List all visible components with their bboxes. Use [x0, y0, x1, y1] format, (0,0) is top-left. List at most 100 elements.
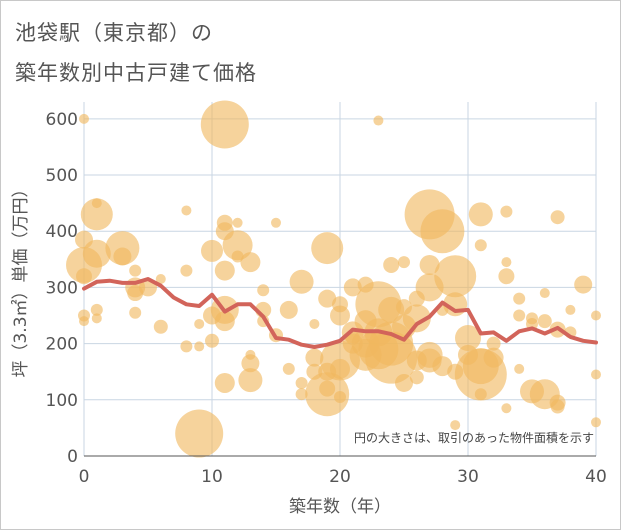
bubble: [591, 417, 601, 428]
chart-title-line2: 築年数別中古戸建て価格: [15, 61, 257, 85]
bubble: [271, 217, 281, 228]
x-tick-label: 40: [585, 467, 607, 487]
bubble: [181, 205, 192, 216]
bubble: [486, 336, 501, 351]
bubble: [82, 239, 111, 268]
bubble: [200, 100, 249, 149]
bubble: [550, 399, 565, 414]
y-tick-label: 500: [46, 166, 78, 186]
bubble: [419, 254, 440, 275]
bubble: [513, 292, 526, 305]
bubble: [539, 288, 550, 299]
bubble: [526, 317, 538, 330]
bubbles: [66, 100, 601, 458]
y-tick-label: 600: [46, 110, 78, 130]
bubble: [474, 239, 487, 252]
bubble: [395, 373, 413, 392]
bubble: [334, 391, 346, 403]
bubble: [231, 250, 244, 263]
y-tick-label: 100: [46, 391, 78, 411]
bubble: [373, 115, 384, 126]
bubble: [514, 363, 525, 374]
bubble: [565, 304, 576, 315]
bubble: [257, 284, 270, 297]
bubble: [282, 362, 295, 375]
bubble: [501, 257, 512, 268]
x-tick-label: 20: [329, 467, 351, 487]
bubble-size-note: 円の大きさは、取引のあった物件面積を示す: [354, 430, 594, 445]
bubble: [305, 348, 324, 367]
chart-title-line1: 池袋駅（東京都）の: [15, 21, 213, 45]
bubble: [76, 268, 92, 285]
bubble: [180, 264, 193, 277]
bubble: [398, 256, 410, 269]
y-tick-label: 300: [46, 278, 78, 298]
bubble: [214, 311, 235, 332]
bubble: [434, 255, 477, 298]
bubble: [365, 331, 418, 384]
bubble: [80, 198, 113, 231]
x-tick-label: 0: [79, 467, 90, 487]
bubble: [574, 275, 593, 294]
bubble: [194, 318, 205, 329]
x-tick-label: 30: [457, 467, 479, 487]
bubble: [241, 354, 260, 373]
bubble: [330, 305, 350, 326]
bubble: [537, 314, 552, 329]
bubble: [175, 409, 224, 458]
bubble: [214, 260, 235, 281]
bubble: [409, 370, 424, 385]
bubble: [305, 372, 350, 417]
x-axis-label: 築年数（年）: [289, 497, 391, 517]
y-axis-label: 坪（3.3㎡）単価（万円）: [11, 180, 31, 377]
bubble: [295, 388, 308, 401]
x-tick-label: 10: [201, 467, 223, 487]
bubble: [309, 318, 320, 329]
bubble: [232, 217, 243, 228]
bubble: [180, 340, 193, 353]
bubble: [498, 268, 515, 285]
bubble: [550, 210, 565, 225]
bubble: [289, 269, 314, 294]
bubble: [240, 252, 261, 273]
bubble: [153, 319, 168, 334]
bubble: [222, 230, 253, 261]
y-tick-label: 400: [46, 222, 78, 242]
bubble: [468, 202, 493, 227]
bubble: [591, 310, 601, 321]
bubble: [474, 388, 487, 401]
bubble: [113, 247, 132, 266]
bubble: [155, 274, 166, 284]
bubble: [420, 209, 465, 254]
y-tick-label: 200: [46, 335, 78, 355]
bubble: [201, 239, 223, 262]
bubble: [402, 304, 431, 333]
bubble: [129, 264, 142, 277]
bubble: [500, 205, 513, 218]
bubble: [330, 358, 350, 379]
bubble: [383, 256, 400, 273]
bubble: [90, 303, 103, 316]
y-tick-labels: 0 100 200 300 400 500 600: [46, 110, 78, 467]
bubble: [295, 376, 308, 389]
bubble: [79, 113, 89, 124]
bubble: [91, 313, 102, 324]
bubble: [129, 306, 142, 319]
bubble: [455, 325, 481, 351]
bubble: [279, 300, 298, 319]
x-tick-labels: 0 10 20 30 40: [79, 467, 607, 487]
bubble: [238, 368, 263, 393]
y-tick-label: 0: [67, 447, 78, 467]
bubble: [501, 403, 512, 414]
bubble: [343, 278, 362, 297]
bubble: [591, 369, 601, 380]
bubble: [214, 372, 235, 393]
bubble: [450, 420, 461, 431]
bubble: [318, 289, 337, 308]
bubble: [205, 333, 219, 348]
bubble: [311, 232, 344, 265]
average-price-line: [82, 277, 598, 349]
bubble: [194, 341, 205, 352]
bubble: [513, 309, 526, 322]
